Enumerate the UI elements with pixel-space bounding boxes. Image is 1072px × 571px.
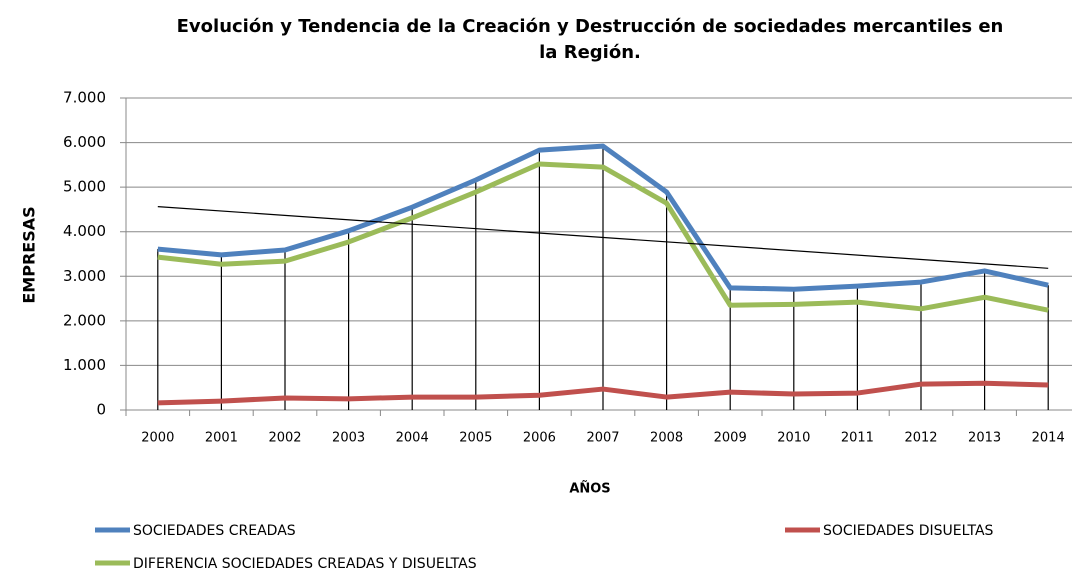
x-tick-label: 2014 [1032, 431, 1065, 446]
legend-label: SOCIEDADES CREADAS [133, 523, 296, 539]
x-tick-label: 2012 [904, 431, 937, 446]
series-line [157, 143, 1049, 292]
series-line [157, 161, 1049, 313]
y-tick-label: 5.000 [63, 178, 106, 196]
x-tick-label: 2008 [650, 431, 683, 446]
x-axis-label: AÑOS [569, 481, 610, 497]
series-line [157, 380, 1049, 406]
x-tick-label: 2001 [205, 431, 238, 446]
x-tick-label: 2007 [586, 431, 619, 446]
y-tick-label: 2.000 [63, 311, 106, 329]
chart-title: Evolución y Tendencia de la Creación y D… [176, 16, 1004, 63]
y-tick-label: 6.000 [63, 133, 106, 151]
y-tick-label: 0 [96, 401, 106, 419]
x-tick-label: 2002 [268, 431, 301, 446]
x-tick-label: 2000 [141, 431, 174, 446]
y-tick-label: 7.000 [63, 89, 106, 107]
y-tick-label: 3.000 [63, 267, 106, 285]
legend-label: DIFERENCIA SOCIEDADES CREADAS Y DISUELTA… [133, 556, 477, 571]
x-tick-label: 2009 [714, 431, 747, 446]
y-tick-label: 1.000 [63, 356, 106, 374]
trend-line [157, 205, 1049, 269]
x-tick-label: 2011 [841, 431, 874, 446]
x-tick-label: 2005 [459, 431, 492, 446]
x-tick-label: 2004 [396, 431, 429, 446]
x-tick-label: 2006 [523, 431, 556, 446]
y-axis-label: EMPRESAS [20, 206, 39, 303]
x-tick-label: 2013 [968, 431, 1001, 446]
x-tick-label: 2010 [777, 431, 810, 446]
x-tick-label: 2003 [332, 431, 365, 446]
y-tick-label: 4.000 [63, 222, 106, 240]
legend-label: SOCIEDADES DISUELTAS [823, 523, 994, 539]
